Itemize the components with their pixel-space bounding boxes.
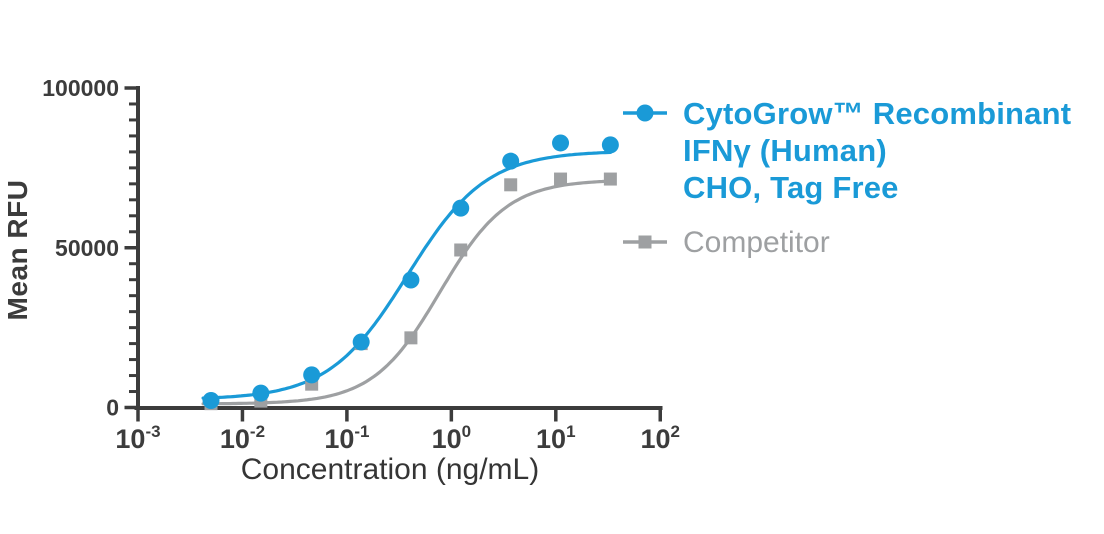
competitor-data-point bbox=[504, 178, 518, 192]
fit-curve-competitor bbox=[201, 179, 612, 406]
cytogrow-data-point bbox=[303, 366, 321, 384]
x-tick-label: 10-1 bbox=[324, 422, 369, 454]
x-tick-label: 101 bbox=[536, 422, 576, 454]
legend-entry-competitor: Competitor bbox=[622, 224, 1092, 261]
competitor-data-point bbox=[603, 172, 617, 186]
cytogrow-data-point bbox=[202, 391, 220, 409]
legend-marker-square-icon bbox=[622, 224, 683, 252]
legend-label-line3: CHO, Tag Free bbox=[683, 170, 899, 205]
cytogrow-data-point bbox=[252, 384, 270, 402]
y-tick-label: 50000 bbox=[55, 235, 119, 261]
competitor-data-point bbox=[404, 331, 418, 345]
legend-label-line1: CytoGrow™ Recombinant bbox=[683, 96, 1072, 131]
cytogrow-data-point bbox=[552, 134, 570, 152]
x-tick-label: 102 bbox=[640, 422, 680, 454]
legend: CytoGrow™ Recombinant IFNγ (Human) CHO, … bbox=[622, 95, 1092, 261]
legend-label-line2: IFNγ (Human) bbox=[683, 133, 887, 168]
legend-entry-cytogrow: CytoGrow™ Recombinant IFNγ (Human) CHO, … bbox=[622, 95, 1092, 206]
cytogrow-data-point bbox=[502, 152, 520, 170]
x-tick-label: 10-2 bbox=[220, 422, 265, 454]
competitor-data-point bbox=[454, 243, 468, 257]
x-axis-title: Concentration (ng/mL) bbox=[240, 453, 540, 486]
competitor-data-point bbox=[554, 172, 568, 186]
legend-marker-circle-icon bbox=[622, 95, 683, 123]
cytogrow-data-point bbox=[452, 199, 470, 217]
y-tick-label: 100000 bbox=[42, 75, 119, 101]
cytogrow-data-point bbox=[352, 333, 370, 351]
y-tick-label: 0 bbox=[106, 395, 119, 421]
x-tick-label: 10-3 bbox=[115, 422, 160, 454]
cytogrow-data-point bbox=[601, 136, 619, 154]
legend-label-cytogrow: CytoGrow™ Recombinant IFNγ (Human) CHO, … bbox=[683, 95, 1071, 206]
legend-label-competitor: Competitor bbox=[683, 226, 830, 259]
cytogrow-data-point bbox=[402, 271, 420, 289]
y-axis-title: Mean RFU bbox=[2, 179, 33, 321]
x-tick-label: 100 bbox=[432, 422, 472, 454]
